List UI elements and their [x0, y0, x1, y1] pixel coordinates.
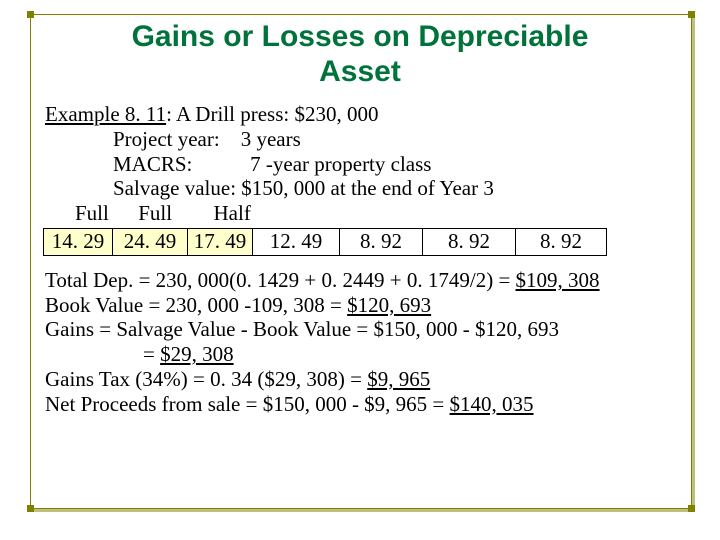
title-line2: Asset: [319, 55, 401, 88]
macrs-cell: 8. 92: [340, 228, 423, 255]
fullhalf-row: Full Full Half: [75, 201, 685, 226]
example-label: Example 8. 11: [45, 102, 166, 126]
calc-gains-tax: Gains Tax (34%) = 0. 34 ($29, 308) = $9,…: [45, 367, 685, 392]
macrs-label: MACRS:: [113, 152, 192, 176]
full-a: Full: [75, 201, 133, 226]
corner-bl: [27, 505, 34, 512]
macrs-cell: 8. 92: [423, 228, 516, 255]
half-c: Half: [214, 201, 251, 226]
macrs-cell: 8. 92: [516, 228, 607, 255]
title-line1: Gains or Losses on Depreciable: [132, 20, 589, 53]
calc-book-value: Book Value = 230, 000 -109, 308 = $120, …: [45, 293, 685, 318]
corner-tl: [27, 11, 34, 18]
calc-gains-result: = $29, 308: [143, 342, 685, 367]
macrs-table: 14. 2924. 4917. 4912. 498. 928. 928. 92: [45, 228, 685, 258]
slide: Gains or Losses on Depreciable Asset Exa…: [0, 0, 720, 540]
macrs-cell: 12. 49: [253, 228, 340, 255]
proj-label: Project year:: [113, 127, 220, 151]
corner-br: [688, 505, 695, 512]
salvage-line: Salvage value: $150, 000 at the end of Y…: [113, 176, 685, 201]
proj-val: 3 years: [241, 127, 301, 151]
macrs-cell: 17. 49: [188, 228, 253, 255]
example-desc: : A Drill press: $230, 000: [166, 102, 378, 126]
content: Example 8. 11: A Drill press: $230, 000 …: [45, 102, 685, 416]
macrs-cell: 14. 29: [44, 228, 113, 255]
calculations: Total Dep. = 230, 000(0. 1429 + 0. 2449 …: [45, 268, 685, 417]
macrs-val: 7 -year property class: [250, 152, 431, 176]
example-line: Example 8. 11: A Drill press: $230, 000: [45, 102, 685, 127]
macrs-cell: 24. 49: [113, 228, 188, 255]
calc-net-proceeds: Net Proceeds from sale = $150, 000 - $9,…: [45, 392, 685, 417]
salv-label: Salvage value:: [113, 176, 236, 200]
macrs-line: MACRS: 7 -year property class: [113, 152, 685, 177]
corner-tr: [688, 11, 695, 18]
salv-val: $150, 000 at the end of Year 3: [241, 176, 494, 200]
full-b: Full: [138, 201, 208, 226]
calc-gains: Gains = Salvage Value - Book Value = $15…: [45, 317, 685, 342]
project-year-line: Project year: 3 years: [113, 127, 685, 152]
slide-title: Gains or Losses on Depreciable Asset: [30, 20, 690, 89]
calc-total-dep: Total Dep. = 230, 000(0. 1429 + 0. 2449 …: [45, 268, 685, 293]
